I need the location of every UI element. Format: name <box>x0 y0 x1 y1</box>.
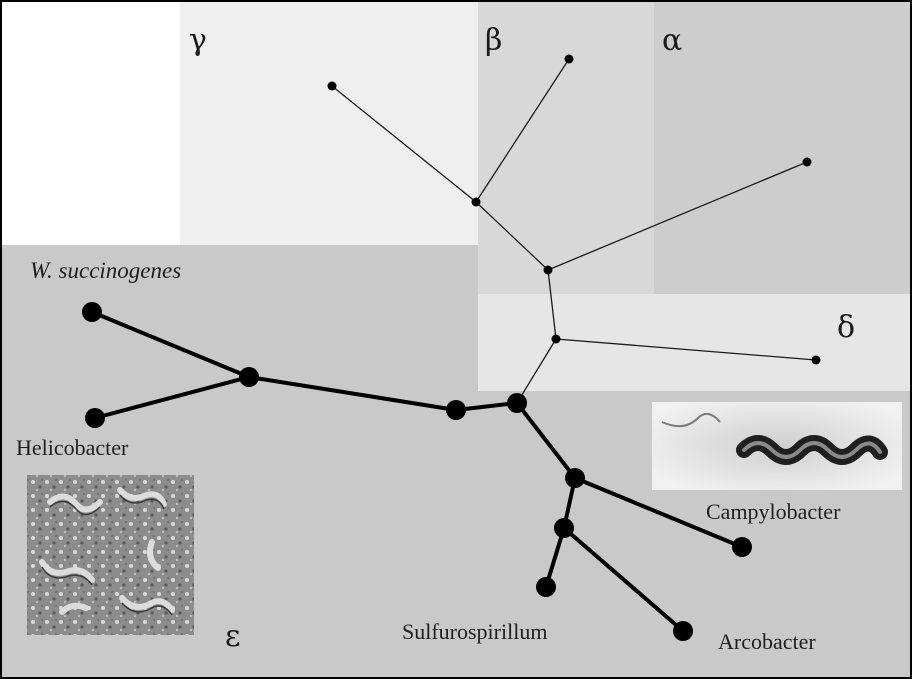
helicobacter-micrograph <box>27 475 194 635</box>
wolinella-label: W. succinogenes <box>30 258 181 283</box>
branch-gamma-beta <box>475 201 549 271</box>
node-sulfuro-arco <box>554 518 574 538</box>
thin-branches <box>331 58 817 404</box>
branch-alpha <box>547 161 808 271</box>
arcobacter-label: Arcobacter <box>718 629 816 654</box>
node-delta <box>551 334 561 344</box>
campylobacter-micrograph <box>652 402 902 490</box>
branch-to-epsilon <box>516 338 557 404</box>
leaf-sulfurospirillum <box>536 577 556 597</box>
node-campylobacter <box>565 468 585 488</box>
leaf-campylobacter <box>732 537 752 557</box>
delta-label: δ <box>837 310 855 345</box>
helicobacter-label: Helicobacter <box>16 435 129 460</box>
node-wolinella-helicobacter <box>239 367 259 387</box>
node-gamma-beta <box>471 197 481 207</box>
leaf-beta <box>564 54 574 64</box>
leaf-arcobacter <box>673 621 693 641</box>
epsilon-label: ε <box>225 619 241 654</box>
leaf-helicobacter <box>85 408 105 428</box>
alpha-region <box>654 2 910 294</box>
branch-lower-stem <box>515 401 577 480</box>
beta-region <box>478 2 654 294</box>
leaf-alpha <box>802 157 812 167</box>
campylobacter-label: Campylobacter <box>706 499 841 524</box>
node-epsilon-stem <box>446 400 466 420</box>
branch-wh-stem <box>247 375 458 412</box>
leaf-gamma <box>327 81 337 91</box>
branch-stem-root <box>454 401 519 412</box>
branch-wolinella <box>90 310 251 379</box>
branch-gamma <box>331 85 477 203</box>
node-alpha <box>543 265 553 275</box>
branch-inner <box>547 269 557 340</box>
gamma-label: γ <box>189 23 207 58</box>
delta-region <box>478 294 910 391</box>
branch-campylobacter <box>573 476 744 549</box>
branch-helicobacter <box>93 375 251 420</box>
branch-delta <box>555 338 817 361</box>
branch-sulfurospirillum <box>544 526 566 589</box>
thick-nodes <box>82 302 752 641</box>
thin-nodes <box>327 54 821 365</box>
white-corner <box>2 2 180 245</box>
thick-branches <box>90 310 744 633</box>
branch-arcobacter <box>562 526 685 633</box>
gamma-region <box>180 2 478 245</box>
alpha-label: α <box>662 23 682 58</box>
beta-label: β <box>485 23 502 58</box>
branch-beta <box>475 58 570 203</box>
node-epsilon-root <box>507 393 527 413</box>
sulfurospirillum-label: Sulfurospirillum <box>402 619 547 644</box>
leaf-wolinella <box>82 302 102 322</box>
leaf-delta <box>811 355 821 365</box>
